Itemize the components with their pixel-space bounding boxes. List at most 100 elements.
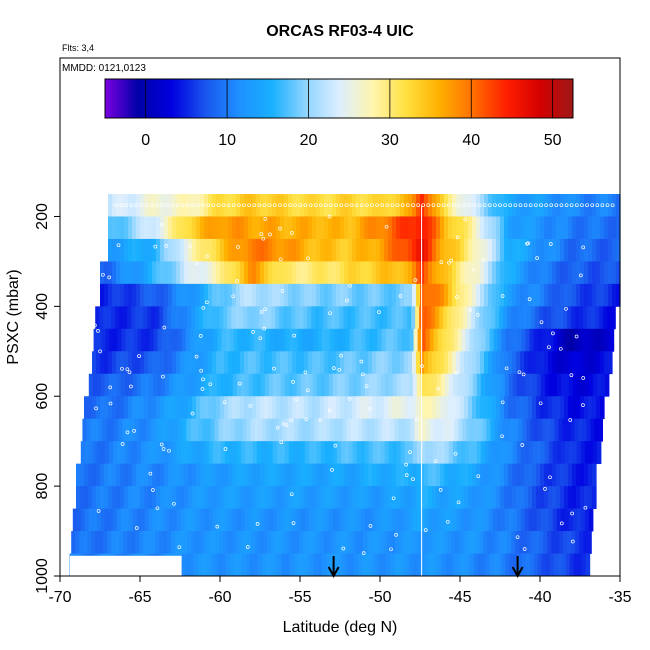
heatmap-cell <box>342 418 347 442</box>
heatmap-cell <box>484 351 489 375</box>
heatmap-cell <box>493 328 499 352</box>
heatmap-cell <box>608 216 613 240</box>
heatmap-cell <box>236 238 241 262</box>
sample-marker <box>569 203 574 208</box>
sample-marker <box>303 370 308 375</box>
heatmap-cell <box>100 441 106 465</box>
heatmap-cell <box>120 463 125 487</box>
colorbar-swatch <box>448 79 452 118</box>
heatmap-cell <box>296 486 301 509</box>
heatmap-cell <box>360 441 366 465</box>
heatmap-cell <box>240 463 245 487</box>
sample-marker <box>574 334 579 339</box>
heatmap-cell <box>264 463 269 487</box>
heatmap-cell <box>564 486 569 509</box>
heatmap-cell <box>532 373 538 397</box>
heatmap-cell <box>476 373 482 397</box>
heatmap-cell <box>313 553 319 577</box>
heatmap-cell <box>581 553 587 577</box>
heatmap-cell <box>388 486 393 509</box>
heatmap-cell <box>152 238 157 262</box>
heatmap-cell <box>440 261 445 285</box>
heatmap-cell <box>286 418 291 442</box>
sample-marker <box>226 203 231 208</box>
heatmap-cell <box>416 216 421 240</box>
heatmap-cell <box>512 261 517 285</box>
heatmap-cell <box>146 418 151 442</box>
heatmap-cell <box>284 486 289 509</box>
heatmap-cell <box>196 351 201 375</box>
heatmap-cell <box>484 283 489 307</box>
heatmap-cell <box>540 396 545 420</box>
x-tick-label: -65 <box>128 589 151 606</box>
heatmap-cell <box>184 261 189 285</box>
sample-marker <box>359 203 364 208</box>
heatmap-cell <box>247 531 252 554</box>
heatmap-cell <box>368 238 373 262</box>
heatmap-cell <box>344 486 349 509</box>
heatmap-cell <box>512 216 517 240</box>
heatmap-cell <box>456 351 461 375</box>
heatmap-cell <box>316 194 321 217</box>
heatmap-cell <box>276 441 282 465</box>
heatmap-cell <box>477 553 483 577</box>
heatmap-cell <box>204 373 210 397</box>
heatmap-cell <box>260 463 265 487</box>
heatmap-cell <box>480 194 485 217</box>
heatmap-cell <box>323 306 328 330</box>
heatmap-cell <box>352 351 357 375</box>
heatmap-cell <box>164 238 169 262</box>
heatmap-cell <box>416 463 421 487</box>
colorbar-swatch <box>411 79 415 118</box>
heatmap-cell <box>376 261 381 285</box>
heatmap-cell <box>612 261 617 285</box>
heatmap-cell <box>260 396 265 420</box>
heatmap-cell <box>168 351 173 375</box>
colorbar-swatch <box>486 79 490 118</box>
heatmap-cell <box>580 373 586 397</box>
heatmap-cell <box>276 463 281 487</box>
heatmap-cell <box>328 238 333 262</box>
heatmap-cell <box>251 531 256 554</box>
heatmap-cell <box>165 328 171 352</box>
heatmap-cell <box>293 328 299 352</box>
heatmap-cell <box>520 396 525 420</box>
sample-marker <box>487 203 492 208</box>
heatmap-cell <box>408 261 413 285</box>
heatmap-cell <box>372 351 377 375</box>
sample-marker <box>242 203 246 208</box>
heatmap-cell <box>268 261 273 285</box>
heatmap-cell <box>194 418 199 442</box>
x-tick-label: -55 <box>288 589 311 606</box>
sample-marker <box>559 521 564 526</box>
heatmap-cell <box>172 194 177 217</box>
sample-marker <box>204 300 209 305</box>
heatmap-cell <box>543 306 548 330</box>
heatmap-cell <box>360 216 365 240</box>
heatmap-cell <box>144 194 149 217</box>
heatmap-cell <box>371 531 376 554</box>
heatmap-cell <box>448 216 453 240</box>
heatmap-cell <box>336 396 341 420</box>
heatmap-cell <box>256 351 261 375</box>
heatmap-cell <box>91 531 96 554</box>
colorbar-swatch <box>186 79 190 118</box>
heatmap-cell <box>84 508 90 532</box>
colorbar-swatch <box>350 79 354 118</box>
heatmap-cell <box>395 306 400 330</box>
sample-marker <box>528 203 533 208</box>
heatmap-cell <box>244 396 249 420</box>
heatmap-cell <box>248 486 253 509</box>
heatmap-cell <box>256 508 262 532</box>
heatmap-cell <box>391 531 396 554</box>
heatmap-cell <box>340 283 345 307</box>
heatmap-cell <box>204 351 209 375</box>
heatmap-cell <box>183 306 188 330</box>
heatmap-cell <box>148 216 153 240</box>
heatmap-cell <box>188 238 193 262</box>
heatmap-cell <box>404 351 409 375</box>
heatmap-cell <box>116 396 121 420</box>
heatmap-cell <box>112 463 117 487</box>
heatmap-cell <box>372 508 378 532</box>
heatmap-cell <box>172 508 178 532</box>
